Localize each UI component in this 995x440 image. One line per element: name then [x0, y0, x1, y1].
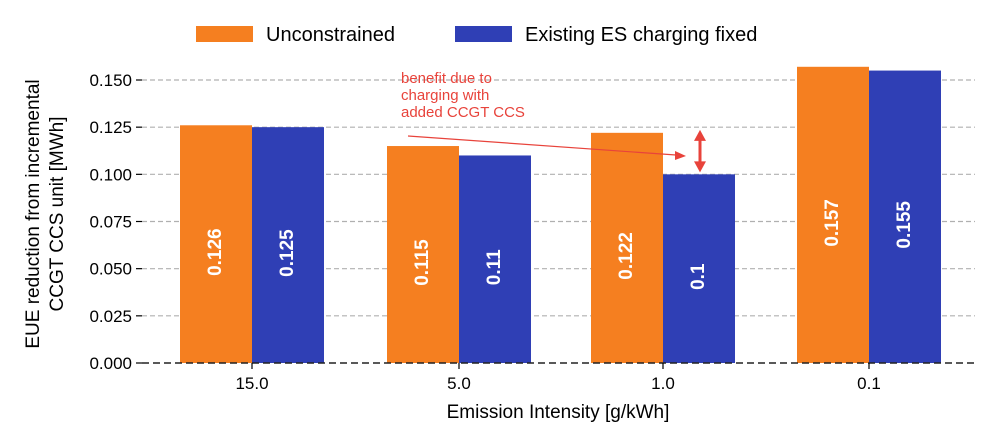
bar-value-label: 0.122: [616, 232, 637, 280]
y-axis-label-line-2: CCGT CCS unit [MWh]: [47, 117, 68, 312]
bar-unconstrained-3: [797, 66, 869, 363]
bar-value-label: 0.126: [205, 228, 226, 276]
legend-label-1: Existing ES charging fixed: [525, 24, 757, 46]
bar-es-fixed-3: [869, 70, 941, 364]
bar-value-label: 0.157: [822, 199, 843, 247]
y-axis: 0.000 0.025 0.050 0.075 0.100 0.125 0.150 EUE r…: [23, 71, 142, 373]
annotation-text-line: benefit due to: [401, 70, 492, 87]
y-axis-label-line-1: EUE reduction from incremental: [23, 79, 44, 348]
y-tick-label: 0.150: [89, 71, 132, 90]
y-tick-label: 0.050: [89, 260, 132, 279]
bar-value-label: 0.155: [894, 201, 915, 249]
legend: Unconstrained Existing ES charging fixed: [196, 24, 757, 46]
bar-value-label: 0.115: [412, 239, 433, 286]
bar-value-label: 0.11: [484, 249, 505, 285]
legend-swatch-0: [196, 26, 253, 42]
y-tick-label: 0.075: [89, 213, 132, 232]
y-tick-label: 0.100: [89, 165, 132, 184]
bar-unconstrained-0: [180, 125, 252, 363]
annotation-pointer-line: [407, 135, 677, 156]
x-axis: 15.0 5.0 1.0 0.1 Emission Intensity [g/kWh]: [235, 363, 881, 423]
x-tick-label: 1.0: [651, 374, 675, 393]
legend-swatch-1: [455, 26, 512, 42]
legend-label-0: Unconstrained: [266, 24, 395, 46]
bar-es-fixed-1: [459, 155, 531, 363]
benefit-arrow-head-top: [694, 129, 706, 141]
y-tick-label: 0.025: [89, 307, 132, 326]
annotation-text-line: charging with: [401, 87, 489, 104]
x-tick-label: 0.1: [857, 374, 881, 393]
y-tick-label: 0.000: [89, 354, 132, 373]
x-axis-label: Emission Intensity [g/kWh]: [447, 402, 670, 423]
y-tick-label: 0.125: [89, 118, 132, 137]
bar-value-label: 0.1: [688, 263, 709, 290]
annotation-pointer-head: [675, 151, 686, 160]
bar-es-fixed-2: [663, 174, 735, 363]
bar-unconstrained-1: [387, 146, 459, 363]
bar-es-fixed-0: [252, 127, 324, 364]
x-tick-label: 5.0: [447, 374, 471, 393]
bars: 0.126 0.115 0.122 0.157 0.125 0.11 0.1 0.155: [180, 66, 941, 364]
benefit-arrow-head-bottom: [694, 161, 706, 173]
bar-value-label: 0.125: [277, 229, 298, 277]
annotation-text-line: added CCGT CCS: [401, 104, 525, 121]
bar-unconstrained-2: [591, 132, 663, 363]
x-tick-label: 15.0: [235, 374, 268, 393]
